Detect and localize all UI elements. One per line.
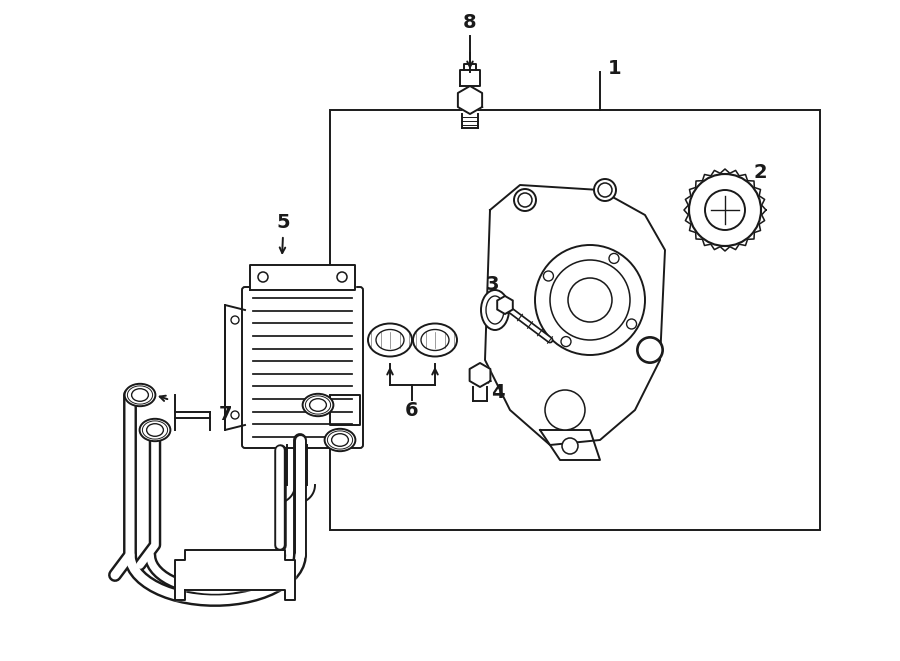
Ellipse shape (637, 337, 663, 363)
Circle shape (337, 272, 347, 282)
Ellipse shape (594, 179, 616, 201)
Polygon shape (485, 185, 665, 445)
Text: 7: 7 (218, 405, 232, 424)
Polygon shape (458, 86, 482, 114)
Circle shape (231, 411, 239, 419)
Circle shape (258, 272, 268, 282)
FancyBboxPatch shape (242, 287, 363, 448)
Ellipse shape (310, 399, 327, 411)
Ellipse shape (547, 393, 582, 428)
Polygon shape (330, 395, 360, 425)
Text: 8: 8 (464, 13, 477, 32)
Circle shape (626, 319, 636, 329)
Circle shape (518, 193, 532, 207)
Ellipse shape (486, 296, 504, 324)
Circle shape (638, 338, 662, 362)
Circle shape (550, 260, 630, 340)
Ellipse shape (124, 384, 156, 407)
Ellipse shape (302, 394, 333, 416)
Circle shape (545, 390, 585, 430)
Text: 5: 5 (276, 212, 290, 231)
Text: 1: 1 (608, 59, 622, 77)
Circle shape (231, 316, 239, 324)
Circle shape (561, 336, 571, 346)
Text: 2: 2 (753, 163, 767, 182)
Ellipse shape (131, 389, 149, 401)
Polygon shape (460, 70, 480, 86)
Circle shape (568, 278, 612, 322)
Polygon shape (470, 363, 490, 387)
Ellipse shape (140, 419, 170, 441)
Bar (330, 110, 820, 530)
Ellipse shape (413, 323, 457, 356)
Ellipse shape (331, 434, 348, 446)
Circle shape (562, 438, 578, 454)
Polygon shape (175, 550, 295, 600)
Circle shape (705, 190, 745, 230)
Circle shape (598, 183, 612, 197)
Ellipse shape (421, 329, 449, 350)
Ellipse shape (368, 323, 412, 356)
Text: 3: 3 (485, 276, 499, 295)
Ellipse shape (147, 424, 164, 436)
Polygon shape (540, 430, 600, 460)
Ellipse shape (481, 290, 509, 330)
Polygon shape (250, 265, 355, 290)
Circle shape (609, 253, 619, 264)
Ellipse shape (376, 329, 404, 350)
Circle shape (689, 174, 761, 246)
Circle shape (544, 271, 554, 281)
Text: 4: 4 (491, 383, 505, 401)
Ellipse shape (325, 429, 356, 451)
Ellipse shape (514, 189, 536, 211)
Circle shape (535, 245, 645, 355)
Text: 6: 6 (405, 401, 418, 420)
